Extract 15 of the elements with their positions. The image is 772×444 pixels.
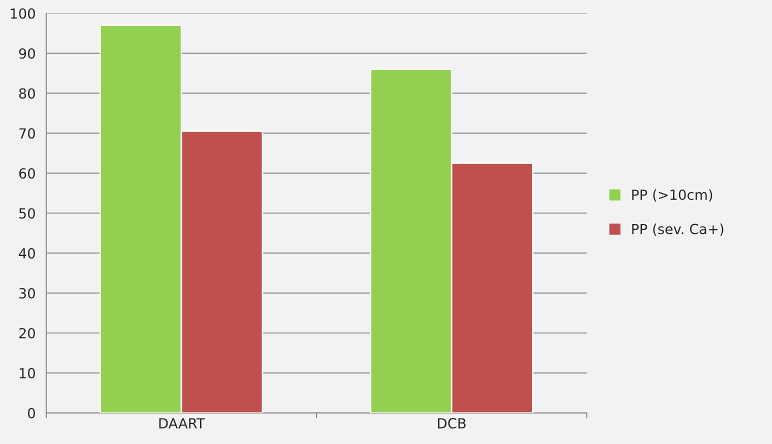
legend-label: PP (>10cm) [632,189,712,202]
y-tick-label: 20 [19,328,35,338]
y-tick-label: 100 [10,8,35,19]
y-tick-label: 70 [19,128,35,139]
y-tick-label: 0 [28,408,35,418]
y-tick-label: 30 [19,288,35,299]
legend-label: PP (sev. Ca+) [632,224,724,236]
y-tick-label: 90 [19,48,35,59]
y-tick-label: 10 [20,368,35,378]
y-tick-label: 60 [19,168,35,179]
x-tick-label: DAART [159,418,205,428]
y-tick-label: 40 [18,248,35,259]
y-tick-label: 80 [19,88,35,99]
y-tick-label: 50 [19,208,35,219]
x-tick-label: DCB [438,418,466,429]
